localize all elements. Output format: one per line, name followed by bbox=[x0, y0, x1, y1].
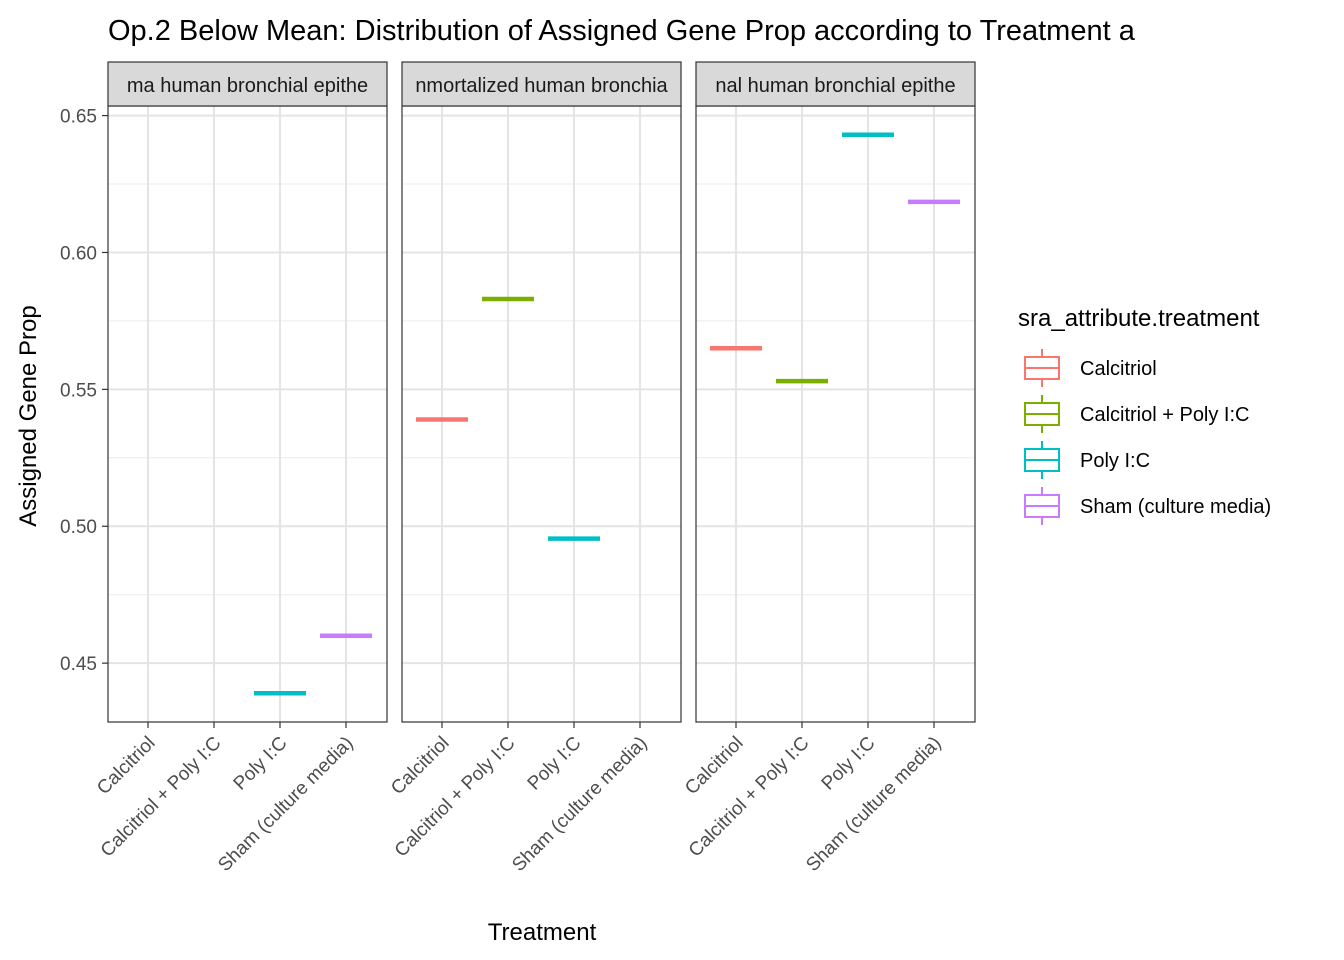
facet-panels: ma human bronchial epitheCalcitriolCalci… bbox=[93, 61, 976, 876]
panel-background bbox=[696, 106, 975, 722]
legend: sra_attribute.treatment Calcitriol Calcit… bbox=[1018, 305, 1271, 525]
legend-label: Poly I:C bbox=[1080, 450, 1150, 472]
facet-strip-label: nal human bronchial epithe bbox=[715, 75, 955, 97]
y-tick-label: 0.60 bbox=[60, 243, 97, 264]
legend-key bbox=[1024, 487, 1060, 525]
y-axis-label: Assigned Gene Prop bbox=[15, 305, 42, 526]
x-tick-label: Calcitriol + Poly I:C bbox=[97, 733, 226, 862]
x-tick-label: Sham (culture media) bbox=[802, 733, 945, 876]
legend-key bbox=[1024, 441, 1060, 479]
legend-key bbox=[1024, 349, 1060, 387]
x-tick-label: Calcitriol bbox=[387, 733, 453, 799]
x-tick-label: Calcitriol + Poly I:C bbox=[391, 733, 520, 862]
y-tick-label: 0.50 bbox=[60, 517, 97, 538]
y-tick-label: 0.55 bbox=[60, 380, 97, 401]
facet-panel: nal human bronchial epithe CalcitriolCalc… bbox=[681, 61, 976, 876]
y-tick-label: 0.65 bbox=[60, 107, 97, 128]
x-tick-label: Sham (culture media) bbox=[508, 733, 651, 876]
legend-key bbox=[1024, 395, 1060, 433]
x-tick-label: Sham (culture media) bbox=[214, 733, 357, 876]
x-tick-label: Poly I:C bbox=[524, 733, 586, 795]
facet-strip-label: nmortalized human bronchia bbox=[415, 75, 668, 97]
facet-strip bbox=[107, 61, 388, 107]
x-tick-label: Calcitriol bbox=[93, 733, 159, 799]
x-tick-label: Calcitriol bbox=[681, 733, 747, 799]
x-tick-label: Calcitriol + Poly I:C bbox=[685, 733, 814, 862]
facet-strip bbox=[401, 61, 682, 107]
y-tick-label: 0.45 bbox=[60, 654, 97, 675]
legend-label: Sham (culture media) bbox=[1080, 496, 1271, 518]
legend-label: Calcitriol + Poly I:C bbox=[1080, 404, 1250, 426]
legend-title: sra_attribute.treatment bbox=[1018, 305, 1260, 332]
chart-title: Op.2 Below Mean: Distribution of Assigne… bbox=[108, 15, 1136, 47]
panel-background bbox=[108, 106, 387, 722]
panel-background bbox=[402, 106, 681, 722]
facet-strip bbox=[695, 61, 976, 107]
facet-strip-label: ma human bronchial epithe bbox=[127, 75, 368, 97]
x-axis-label: Treatment bbox=[488, 919, 597, 946]
legend-label: Calcitriol bbox=[1080, 358, 1157, 380]
x-tick-label: Poly I:C bbox=[818, 733, 880, 795]
facet-panel: nmortalized human bronchia CalcitriolCalc… bbox=[387, 61, 682, 876]
x-tick-label: Poly I:C bbox=[230, 733, 292, 795]
y-axis: 0.45 0.50 0.55 0.60 0.65 bbox=[60, 107, 108, 675]
facet-panel: ma human bronchial epithe CalcitriolCalci… bbox=[93, 61, 388, 876]
